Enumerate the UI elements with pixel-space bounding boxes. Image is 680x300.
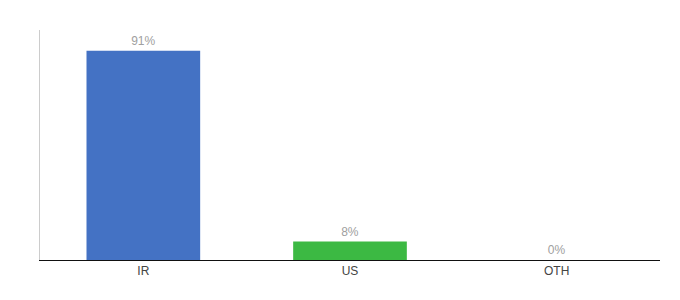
- svg-text:OTH: OTH: [544, 264, 569, 278]
- svg-text:IR: IR: [137, 264, 149, 278]
- svg-text:US: US: [342, 264, 359, 278]
- svg-text:0%: 0%: [548, 243, 566, 257]
- svg-text:8%: 8%: [341, 225, 359, 239]
- svg-text:91%: 91%: [131, 34, 155, 48]
